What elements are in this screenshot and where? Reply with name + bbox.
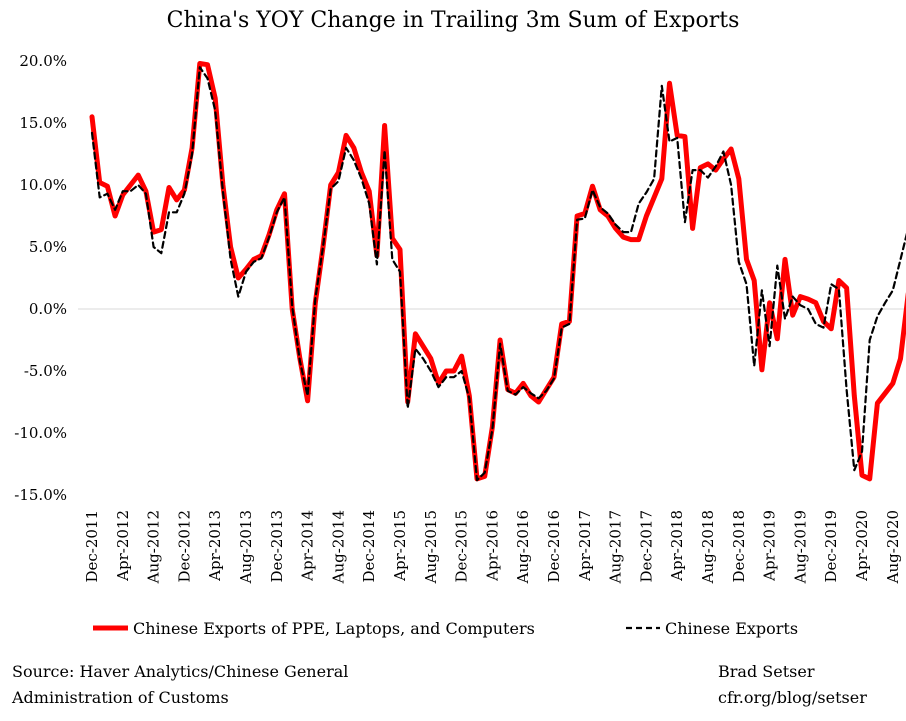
- x-tick-label: Apr-2017: [576, 510, 594, 582]
- x-tick-label: Dec-2018: [730, 510, 748, 583]
- x-tick-label: Dec-2019: [822, 510, 840, 583]
- y-tick-label: 5.0%: [29, 238, 67, 256]
- x-tick-label: Aug-2012: [145, 510, 163, 584]
- series-line-total-exports: [90, 66, 906, 482]
- source-note: Source: Haver Analytics/Chinese General …: [12, 659, 348, 711]
- x-tick-label: Dec-2016: [545, 510, 563, 583]
- series-layer: [89, 61, 906, 482]
- x-tick-label: Apr-2012: [114, 510, 132, 582]
- y-tick-label: 0.0%: [29, 300, 67, 318]
- x-tick-label: Dec-2011: [83, 510, 101, 583]
- x-tick-label: Dec-2013: [268, 510, 286, 583]
- series-line-ppe: [89, 61, 906, 482]
- y-tick-label: 15.0%: [19, 114, 67, 132]
- y-tick-label: -15.0%: [14, 486, 67, 504]
- x-tick-label: Dec-2015: [453, 510, 471, 583]
- x-tick-label: Aug-2016: [514, 510, 532, 584]
- author-url: cfr.org/blog/setser: [718, 688, 867, 707]
- x-tick-label: Apr-2015: [391, 510, 409, 582]
- x-tick-label: Aug-2019: [791, 510, 809, 584]
- x-tick-label: Dec-2012: [175, 510, 193, 583]
- source-line-1: Source: Haver Analytics/Chinese General: [12, 662, 349, 681]
- legend: Chinese Exports of PPE, Laptops, and Com…: [93, 619, 798, 638]
- x-tick-label: Apr-2019: [761, 510, 779, 582]
- y-axis-ticks: 20.0% 15.0% 10.0% 5.0% 0.0% -5.0% -10.0% -15.0%: [14, 52, 67, 504]
- x-tick-label: Aug-2014: [329, 510, 347, 584]
- y-tick-label: -10.0%: [14, 424, 67, 442]
- x-axis-ticks: Dec-2011 Apr-2012 Aug-2012 Dec-2012 Apr-2013…: [83, 510, 902, 584]
- y-tick-label: -5.0%: [24, 362, 67, 380]
- x-tick-label: Dec-2014: [360, 510, 378, 583]
- x-tick-label: Aug-2018: [699, 510, 717, 584]
- x-tick-label: Aug-2013: [237, 510, 255, 584]
- legend-label-ppe: Chinese Exports of PPE, Laptops, and Com…: [133, 619, 535, 638]
- y-tick-label: 20.0%: [19, 52, 67, 70]
- x-tick-label: Apr-2016: [483, 510, 501, 582]
- x-tick-label: Dec-2017: [637, 510, 655, 583]
- x-tick-label: Aug-2015: [422, 510, 440, 584]
- x-tick-label: Apr-2013: [206, 510, 224, 582]
- x-tick-label: Aug-2020: [884, 510, 902, 584]
- author-note: Brad Setser cfr.org/blog/setser: [718, 659, 867, 711]
- source-line-2: Administration of Customs: [12, 688, 229, 707]
- author-name: Brad Setser: [718, 662, 815, 681]
- chart-title: China's YOY Change in Trailing 3m Sum of…: [166, 8, 740, 33]
- x-tick-label: Aug-2017: [607, 510, 625, 584]
- legend-label-total-exports: Chinese Exports: [665, 619, 798, 638]
- y-tick-label: 10.0%: [19, 176, 67, 194]
- x-tick-label: Apr-2014: [299, 510, 317, 582]
- x-tick-label: Apr-2020: [853, 510, 871, 582]
- x-tick-label: Apr-2018: [668, 510, 686, 582]
